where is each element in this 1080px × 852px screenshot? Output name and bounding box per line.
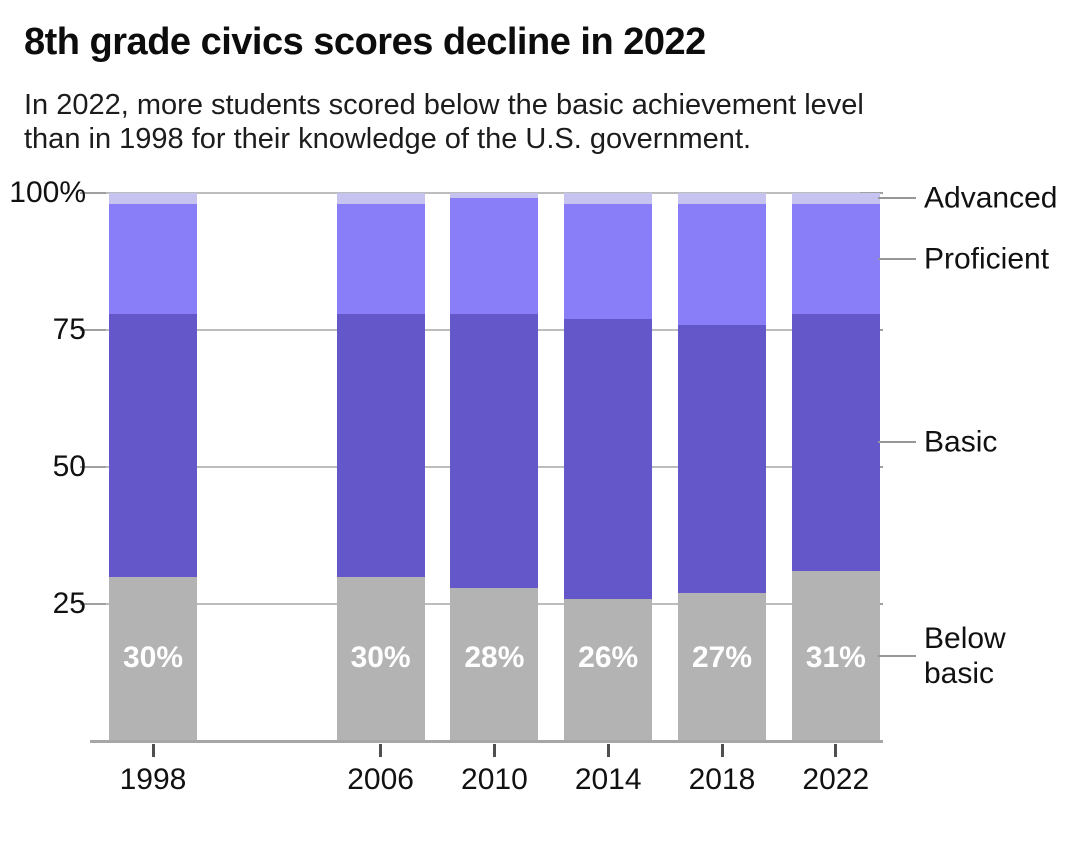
y-axis-tick-left-25 — [80, 603, 106, 605]
bar-segment-2010-basic — [450, 313, 539, 588]
bar-value-label-2006: 30% — [350, 641, 411, 674]
x-axis-tick-1998 — [151, 744, 155, 757]
y-axis-label-75: 75 — [52, 313, 86, 346]
legend-leader-basic — [878, 441, 916, 444]
bar-segment-2018-advanced — [678, 193, 766, 204]
bar-segment-1998-basic — [109, 313, 197, 577]
bar-segment-2022-below-basic — [791, 571, 880, 741]
chart-title: 8th grade civics scores decline in 2022 — [24, 21, 706, 63]
bar-segment-1998-proficient — [109, 203, 197, 314]
y-axis-tick-left-75 — [80, 329, 106, 331]
bar-segment-2018-proficient — [678, 203, 766, 325]
bar-segment-2022-advanced — [791, 193, 880, 204]
y-axis-label-100: 100% — [9, 176, 86, 209]
chart-subtitle: In 2022, more students scored below the … — [24, 88, 864, 156]
x-axis-label-2022: 2022 — [802, 763, 870, 796]
chart-subtitle-line1: In 2022, more students scored below the … — [24, 89, 864, 121]
y-axis-tick-left-100 — [80, 192, 106, 194]
legend-label-below-basic: Below basic — [924, 622, 1006, 691]
bar-segment-2010-advanced — [450, 193, 539, 199]
legend-label-basic: Basic — [924, 425, 998, 459]
chart-subtitle-line2: than in 1998 for their knowledge of the … — [24, 123, 752, 155]
x-axis-label-2014: 2014 — [574, 763, 642, 796]
bar-segment-2010-below-basic — [450, 587, 539, 741]
bar-value-label-2014: 26% — [578, 641, 639, 674]
bar-segment-2010-proficient — [450, 198, 539, 314]
legend-label-proficient: Proficient — [924, 242, 1050, 276]
legend-leader-advanced — [878, 197, 916, 200]
legend-leader-proficient — [878, 257, 916, 260]
x-axis-label-1998: 1998 — [119, 763, 187, 796]
x-axis-label-2006: 2006 — [347, 763, 414, 796]
bar-segment-2014-below-basic — [564, 598, 653, 741]
bar-segment-2006-proficient — [336, 203, 425, 314]
bar-value-label-1998: 30% — [122, 641, 184, 674]
bar-segment-2014-proficient — [564, 203, 653, 320]
x-axis-label-2018: 2018 — [688, 763, 756, 796]
bar-value-label-2022: 31% — [805, 641, 866, 674]
legend-label-advanced: Advanced — [924, 181, 1058, 215]
bar-segment-2014-advanced — [564, 193, 653, 204]
x-axis-tick-2006 — [379, 744, 383, 757]
bar-segment-2018-below-basic — [678, 593, 766, 741]
x-axis-baseline — [90, 740, 883, 743]
bar-segment-1998-advanced — [109, 193, 197, 204]
legend-leader-below-basic — [878, 655, 916, 658]
bar-segment-2006-basic — [336, 313, 425, 577]
x-axis-tick-2022 — [834, 744, 838, 757]
y-axis-tick-left-50 — [80, 466, 106, 468]
bar-value-label-2018: 27% — [691, 641, 753, 674]
bar-value-label-2010: 28% — [464, 641, 525, 674]
bar-segment-1998-below-basic — [109, 576, 197, 741]
x-axis-label-2010: 2010 — [461, 763, 528, 796]
x-axis-tick-2010 — [492, 744, 496, 757]
bar-segment-2022-proficient — [791, 203, 880, 314]
y-axis-label-50: 50 — [52, 450, 86, 483]
bar-segment-2006-advanced — [336, 193, 425, 204]
bar-segment-2018-basic — [678, 324, 766, 594]
x-axis-tick-2018 — [720, 744, 724, 757]
bar-segment-2006-below-basic — [336, 576, 425, 741]
x-axis-tick-2014 — [606, 744, 610, 757]
bar-segment-2022-basic — [791, 313, 880, 572]
bar-segment-2014-basic — [564, 319, 653, 599]
y-axis-label-25: 25 — [52, 587, 86, 620]
